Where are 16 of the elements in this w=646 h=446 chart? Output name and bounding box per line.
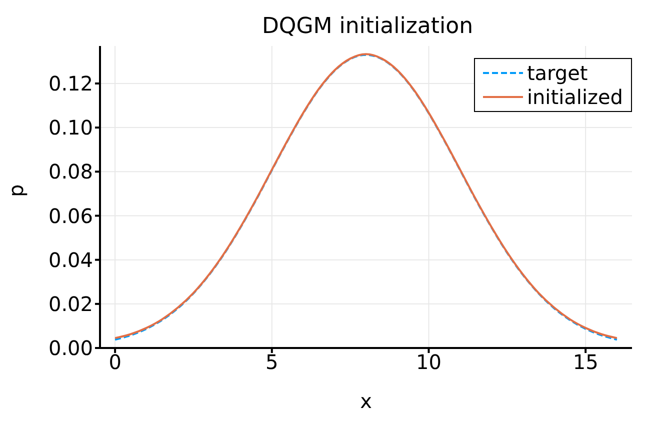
x-tick-label: 10 [416, 350, 442, 374]
x-axis-title: x [360, 389, 372, 413]
y-tick-label: 0.12 [48, 72, 93, 96]
y-tick-label: 0.06 [48, 204, 93, 228]
x-tick-label: 15 [572, 350, 598, 374]
y-axis-title: p [4, 184, 28, 197]
y-tick-label: 0.04 [48, 248, 93, 272]
y-tick-label: 0.00 [48, 336, 93, 360]
y-tick-label: 0.02 [48, 292, 93, 316]
legend-label: target [526, 61, 588, 85]
chart-title: DQGM initialization [260, 14, 474, 39]
y-tick-label: 0.08 [48, 160, 93, 184]
x-tick-label: 0 [108, 350, 122, 374]
legend-label: initialized [526, 85, 623, 109]
x-tick-label: 5 [266, 350, 278, 374]
y-tick-label: 0.10 [48, 116, 93, 140]
